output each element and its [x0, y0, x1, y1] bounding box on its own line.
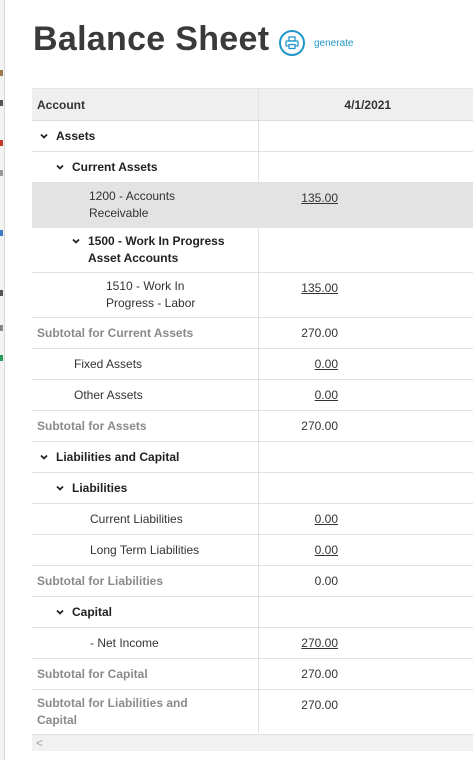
account-label: 1500 - Work In Progress Asset Accounts — [88, 234, 225, 265]
value-link[interactable]: 0.00 — [314, 388, 338, 402]
column-header-date: 4/1/2021 — [257, 88, 473, 121]
value-link[interactable]: 135.00 — [301, 281, 338, 295]
value-cell — [257, 472, 472, 504]
account-label: 1200 - Accounts Receivable — [89, 189, 176, 220]
subtotal-value: 270.00 — [257, 689, 472, 733]
row-toggle-liabilities[interactable]: Liabilities — [32, 472, 258, 504]
value-link[interactable]: 135.00 — [301, 191, 338, 205]
table-row: 1510 - Work In Progress - Labor 135.00 — [32, 272, 473, 318]
subtotal-row: Subtotal for Liabilities and Capital 270… — [32, 689, 473, 733]
subtotal-value: 270.00 — [257, 317, 472, 349]
table-row: Capital — [32, 596, 473, 628]
account-label: Long Term Liabilities — [32, 534, 258, 566]
value-cell — [257, 120, 472, 152]
subtotal-value: 0.00 — [257, 565, 472, 597]
table-row: - Net Income 270.00 — [32, 627, 473, 659]
subtotal-label-text: Subtotal for Liabilities and Capital — [37, 696, 188, 727]
balance-sheet-table-container: Account 4/1/2021 Assets Current Assets 1… — [32, 88, 473, 733]
table-row: Current Liabilities 0.00 — [32, 503, 473, 535]
table-row-selected[interactable]: 1200 - Accounts Receivable 135.00 — [32, 182, 473, 228]
subtotal-label: Subtotal for Capital — [32, 658, 258, 690]
value-cell[interactable]: 0.00 — [257, 534, 472, 566]
value-cell — [257, 596, 472, 628]
value-cell[interactable]: 135.00 — [257, 272, 472, 318]
subtotal-value: 270.00 — [257, 410, 472, 442]
value-cell[interactable]: 270.00 — [257, 627, 472, 659]
table-row: Current Assets — [32, 151, 473, 183]
row-toggle-liabilities-and-capital[interactable]: Liabilities and Capital — [32, 441, 258, 473]
account-label: Current Assets — [72, 159, 158, 174]
chevron-down-icon — [40, 453, 48, 461]
value-link[interactable]: 270.00 — [301, 636, 338, 650]
subtotal-label: Subtotal for Liabilities and Capital — [32, 689, 258, 733]
account-label: Liabilities and Capital — [56, 449, 180, 464]
balance-sheet-table: Account 4/1/2021 Assets Current Assets 1… — [32, 88, 473, 733]
table-row: Assets — [32, 120, 473, 152]
table-row: Liabilities and Capital — [32, 441, 473, 473]
subtotal-label: Subtotal for Liabilities — [32, 565, 258, 597]
account-cell: 1510 - Work In Progress - Labor — [32, 272, 258, 318]
column-header-account: Account — [32, 88, 258, 121]
account-cell: 1200 - Accounts Receivable — [32, 182, 258, 228]
row-toggle-current-assets[interactable]: Current Assets — [32, 151, 258, 183]
chevron-down-icon — [40, 132, 48, 140]
value-cell — [257, 151, 472, 183]
page-title: Balance Sheet — [33, 20, 270, 58]
account-label: Other Assets — [32, 379, 258, 411]
subtotal-label: Subtotal for Current Assets — [32, 317, 258, 349]
value-cell[interactable]: 0.00 — [257, 379, 472, 411]
table-row: 1500 - Work In Progress Asset Accounts — [32, 227, 473, 273]
scroll-left-icon[interactable]: < — [36, 736, 44, 750]
chevron-down-icon — [72, 237, 80, 245]
table-row: Fixed Assets 0.00 — [32, 348, 473, 380]
value-cell[interactable]: 135.00 — [257, 182, 472, 228]
account-label: Current Liabilities — [32, 503, 258, 535]
chevron-down-icon — [56, 163, 64, 171]
value-link[interactable]: 0.00 — [314, 357, 338, 371]
left-panel-edge — [0, 0, 5, 760]
value-cell — [257, 227, 472, 273]
value-cell[interactable]: 0.00 — [257, 503, 472, 535]
table-row: Liabilities — [32, 472, 473, 504]
row-toggle-capital[interactable]: Capital — [32, 596, 258, 628]
row-toggle-wip-accounts[interactable]: 1500 - Work In Progress Asset Accounts — [32, 227, 258, 273]
account-label: - Net Income — [32, 627, 258, 659]
account-label: Assets — [56, 128, 96, 143]
value-cell — [257, 441, 472, 473]
generate-button[interactable] — [279, 30, 305, 56]
subtotal-row: Subtotal for Liabilities 0.00 — [32, 565, 473, 597]
value-cell[interactable]: 0.00 — [257, 348, 472, 380]
table-header-row: Account 4/1/2021 — [32, 88, 473, 121]
subtotal-row: Subtotal for Assets 270.00 — [32, 410, 473, 442]
subtotal-value: 270.00 — [257, 658, 472, 690]
row-toggle-assets[interactable]: Assets — [32, 120, 258, 152]
value-link[interactable]: 0.00 — [314, 512, 338, 526]
account-label: Capital — [72, 604, 113, 619]
chevron-down-icon — [56, 608, 64, 616]
account-label: Fixed Assets — [32, 348, 258, 380]
account-label: Liabilities — [72, 480, 128, 495]
table-row: Other Assets 0.00 — [32, 379, 473, 411]
value-link[interactable]: 0.00 — [314, 543, 338, 557]
table-row: Long Term Liabilities 0.00 — [32, 534, 473, 566]
subtotal-row: Subtotal for Current Assets 270.00 — [32, 317, 473, 349]
account-label: 1510 - Work In Progress - Labor — [106, 279, 196, 310]
horizontal-scrollbar[interactable]: < — [32, 734, 473, 751]
subtotal-row: Subtotal for Capital 270.00 — [32, 658, 473, 690]
printer-icon — [285, 36, 299, 50]
chevron-down-icon — [56, 484, 64, 492]
generate-link[interactable]: generate — [314, 38, 354, 49]
subtotal-label: Subtotal for Assets — [32, 410, 258, 442]
